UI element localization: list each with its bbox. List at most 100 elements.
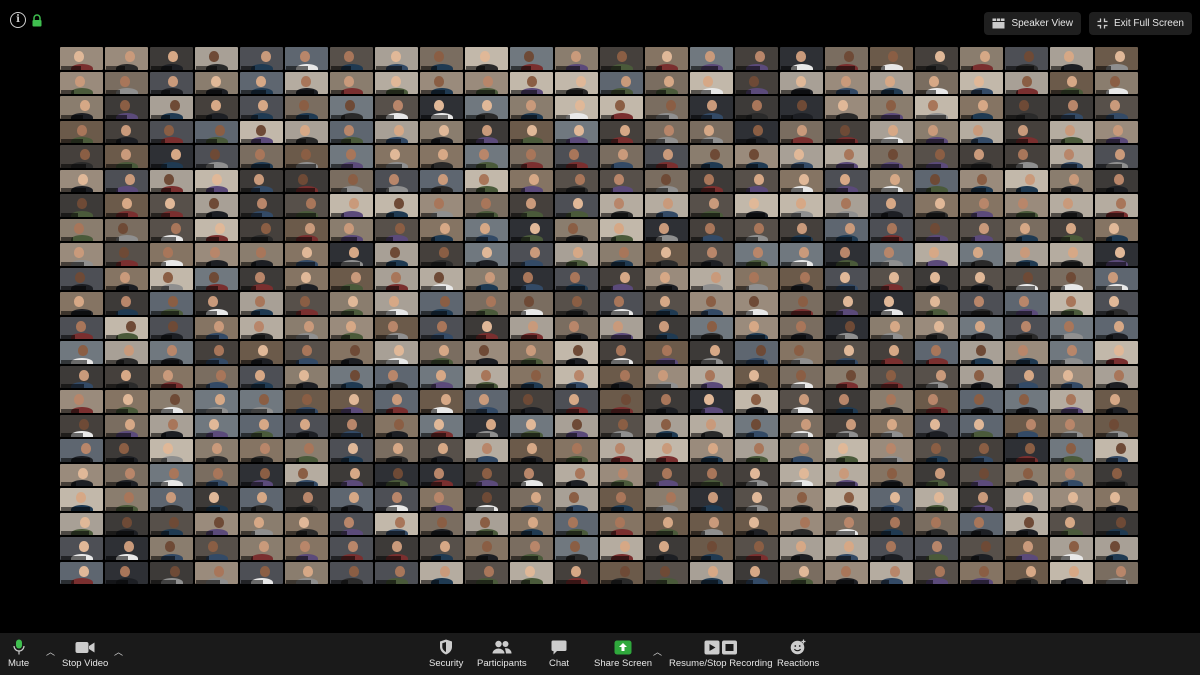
participant-video-tile[interactable] xyxy=(780,512,823,535)
participant-video-tile[interactable] xyxy=(870,292,913,315)
participant-video-tile[interactable] xyxy=(645,512,688,535)
participant-video-tile[interactable] xyxy=(690,390,733,413)
participant-video-tile[interactable] xyxy=(1095,194,1138,217)
participant-video-tile[interactable] xyxy=(825,488,868,511)
participant-video-tile[interactable] xyxy=(1095,96,1138,119)
participant-video-tile[interactable] xyxy=(915,267,958,290)
participant-video-tile[interactable] xyxy=(465,512,508,535)
participant-video-tile[interactable] xyxy=(960,145,1003,168)
participant-video-tile[interactable] xyxy=(1095,439,1138,462)
participant-video-tile[interactable] xyxy=(600,365,643,388)
participant-video-tile[interactable] xyxy=(780,292,823,315)
participant-video-tile[interactable] xyxy=(375,488,418,511)
participant-video-tile[interactable] xyxy=(645,71,688,94)
participant-video-tile[interactable] xyxy=(195,145,238,168)
participant-video-tile[interactable] xyxy=(465,561,508,584)
participant-video-tile[interactable] xyxy=(240,169,283,192)
mute-button[interactable]: Mute xyxy=(8,639,29,669)
participant-video-tile[interactable] xyxy=(645,537,688,560)
participant-video-tile[interactable] xyxy=(465,537,508,560)
participant-video-tile[interactable] xyxy=(690,169,733,192)
participant-video-tile[interactable] xyxy=(1050,512,1093,535)
participant-video-tile[interactable] xyxy=(1095,47,1138,70)
participant-video-tile[interactable] xyxy=(870,512,913,535)
participant-video-tile[interactable] xyxy=(150,292,193,315)
participant-video-tile[interactable] xyxy=(330,145,373,168)
participant-video-tile[interactable] xyxy=(105,218,148,241)
participant-video-tile[interactable] xyxy=(1005,71,1048,94)
participant-video-tile[interactable] xyxy=(375,96,418,119)
participant-video-tile[interactable] xyxy=(465,316,508,339)
participant-video-tile[interactable] xyxy=(1050,194,1093,217)
participant-video-tile[interactable] xyxy=(960,561,1003,584)
participant-video-tile[interactable] xyxy=(825,341,868,364)
lock-icon[interactable] xyxy=(32,13,42,27)
participant-video-tile[interactable] xyxy=(825,537,868,560)
participant-video-tile[interactable] xyxy=(870,390,913,413)
participant-video-tile[interactable] xyxy=(555,561,598,584)
participant-video-tile[interactable] xyxy=(825,439,868,462)
participant-video-tile[interactable] xyxy=(645,47,688,70)
participant-video-tile[interactable] xyxy=(510,537,553,560)
participant-video-tile[interactable] xyxy=(375,120,418,143)
participant-video-tile[interactable] xyxy=(735,47,778,70)
participant-video-tile[interactable] xyxy=(960,463,1003,486)
participant-video-tile[interactable] xyxy=(465,71,508,94)
participant-video-tile[interactable] xyxy=(285,243,328,266)
participant-video-tile[interactable] xyxy=(375,341,418,364)
participant-video-tile[interactable] xyxy=(1005,47,1048,70)
participant-video-tile[interactable] xyxy=(690,365,733,388)
participant-video-tile[interactable] xyxy=(555,218,598,241)
participant-video-tile[interactable] xyxy=(510,292,553,315)
participant-video-tile[interactable] xyxy=(735,243,778,266)
participant-video-tile[interactable] xyxy=(555,169,598,192)
share-screen-button[interactable]: Share Screen xyxy=(594,639,652,669)
participant-video-tile[interactable] xyxy=(645,390,688,413)
participant-video-tile[interactable] xyxy=(960,243,1003,266)
participant-video-tile[interactable] xyxy=(960,488,1003,511)
participant-video-tile[interactable] xyxy=(690,194,733,217)
participant-video-tile[interactable] xyxy=(150,267,193,290)
participant-video-tile[interactable] xyxy=(285,71,328,94)
participant-video-tile[interactable] xyxy=(60,243,103,266)
participant-video-tile[interactable] xyxy=(735,390,778,413)
participant-video-tile[interactable] xyxy=(420,488,463,511)
participant-video-tile[interactable] xyxy=(600,145,643,168)
participant-video-tile[interactable] xyxy=(555,243,598,266)
participant-video-tile[interactable] xyxy=(555,47,598,70)
participant-video-tile[interactable] xyxy=(1005,365,1048,388)
participant-video-tile[interactable] xyxy=(690,292,733,315)
participant-video-tile[interactable] xyxy=(645,341,688,364)
participant-video-tile[interactable] xyxy=(825,218,868,241)
participant-video-tile[interactable] xyxy=(375,390,418,413)
participant-video-tile[interactable] xyxy=(735,414,778,437)
participant-video-tile[interactable] xyxy=(870,145,913,168)
participant-video-tile[interactable] xyxy=(870,267,913,290)
participant-video-tile[interactable] xyxy=(195,218,238,241)
participant-video-tile[interactable] xyxy=(555,512,598,535)
participant-video-tile[interactable] xyxy=(105,169,148,192)
participant-video-tile[interactable] xyxy=(285,341,328,364)
participant-video-tile[interactable] xyxy=(690,537,733,560)
participant-video-tile[interactable] xyxy=(960,537,1003,560)
participant-video-tile[interactable] xyxy=(195,292,238,315)
participant-video-tile[interactable] xyxy=(915,47,958,70)
participant-video-tile[interactable] xyxy=(420,365,463,388)
participant-video-tile[interactable] xyxy=(60,267,103,290)
participant-video-tile[interactable] xyxy=(105,561,148,584)
participant-video-tile[interactable] xyxy=(915,488,958,511)
participant-video-tile[interactable] xyxy=(375,292,418,315)
participant-video-tile[interactable] xyxy=(870,561,913,584)
participant-video-tile[interactable] xyxy=(780,96,823,119)
participant-video-tile[interactable] xyxy=(510,267,553,290)
participant-video-tile[interactable] xyxy=(555,414,598,437)
participant-video-tile[interactable] xyxy=(420,537,463,560)
participant-video-tile[interactable] xyxy=(150,96,193,119)
participant-video-tile[interactable] xyxy=(420,267,463,290)
resume-stop-recording-button[interactable]: Resume/Stop Recording xyxy=(669,639,773,669)
participant-video-tile[interactable] xyxy=(285,218,328,241)
participant-video-tile[interactable] xyxy=(915,463,958,486)
participant-video-tile[interactable] xyxy=(1050,47,1093,70)
participant-video-tile[interactable] xyxy=(780,463,823,486)
participant-video-tile[interactable] xyxy=(330,96,373,119)
